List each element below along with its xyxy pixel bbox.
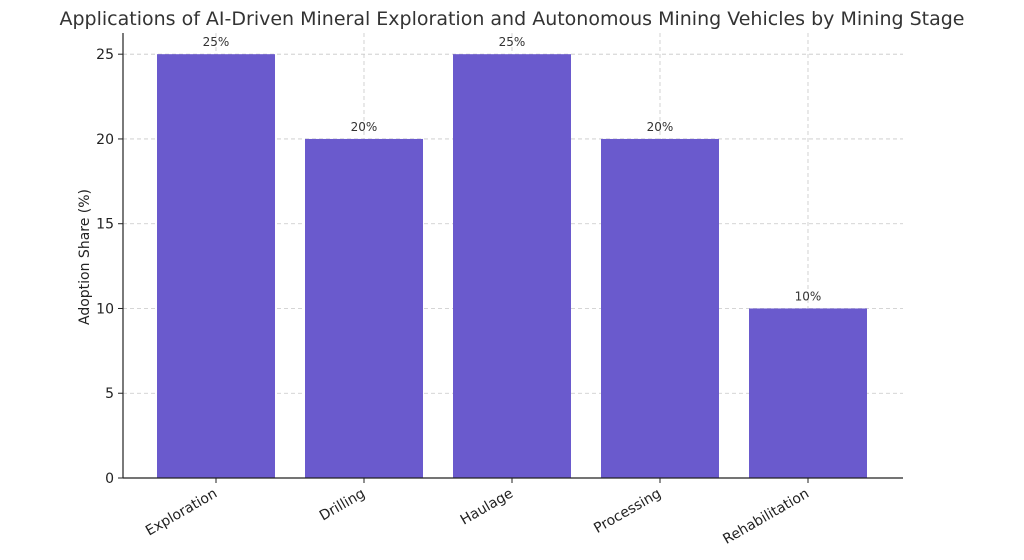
data-label: 10%: [795, 289, 822, 303]
bar-rehabilitation: [749, 308, 867, 478]
x-tick-label: Rehabilitation: [720, 486, 812, 548]
axes: [118, 33, 903, 483]
y-tick-label: 0: [105, 471, 114, 487]
bar-haulage: [453, 54, 571, 478]
y-tick-label: 5: [105, 386, 114, 402]
data-label: 25%: [203, 35, 230, 49]
bars: [157, 54, 867, 478]
y-axis-label: Adoption Share (%): [77, 189, 93, 325]
y-tick-label: 25: [96, 47, 114, 63]
x-tick-label: Drilling: [317, 486, 368, 525]
x-tick-label: Haulage: [458, 486, 516, 529]
x-tick-label: Exploration: [143, 486, 220, 540]
chart-title: Applications of AI-Driven Mineral Explor…: [59, 8, 964, 30]
y-tick-label: 20: [96, 132, 114, 148]
y-tick-label: 10: [96, 301, 114, 317]
bar-processing: [601, 138, 719, 478]
data-label: 20%: [647, 120, 674, 134]
y-tick-label: 15: [96, 217, 114, 233]
bar-drilling: [305, 138, 423, 478]
x-tick-label: Processing: [591, 486, 664, 537]
bar-exploration: [157, 54, 275, 478]
data-label: 20%: [351, 120, 378, 134]
data-label: 25%: [499, 35, 526, 49]
